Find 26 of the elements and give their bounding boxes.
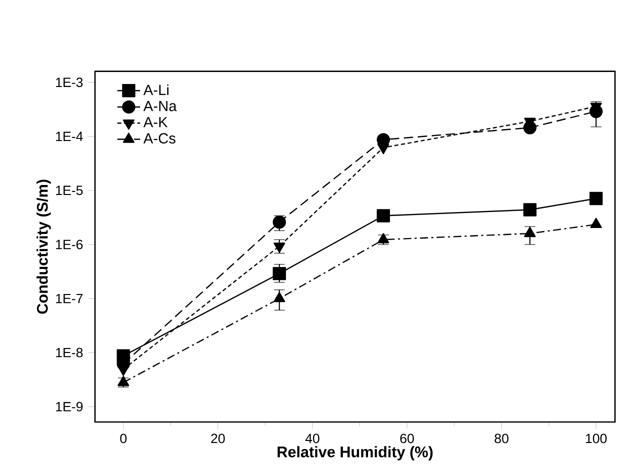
legend-label: A-Li (143, 84, 168, 95)
point (589, 192, 603, 206)
x-tick-label: 20 (211, 434, 225, 444)
point (376, 209, 390, 222)
y-tick-label: 1E-7 (56, 294, 83, 304)
point (272, 215, 286, 229)
y-tick-label: 1E-4 (56, 132, 83, 141)
y-tick-label: 1E-5 (56, 186, 83, 196)
point (523, 203, 537, 216)
point (378, 144, 390, 154)
point (272, 266, 286, 280)
x-tick-label: 40 (305, 434, 320, 444)
x-tick-label: 0 (120, 434, 127, 444)
x-tick-label: 80 (494, 434, 508, 444)
y-tick-label: 1E-8 (56, 348, 83, 358)
legend-label: A-Na (143, 100, 177, 112)
point (590, 218, 602, 228)
x-tick-label: 60 (400, 434, 414, 444)
legend-label: A-K (143, 117, 168, 128)
y-tick-label: 1E-3 (56, 78, 83, 88)
y-axis-title: Conductivity (S/m) (36, 180, 51, 314)
x-axis-title: Relative Humidity (%) (278, 446, 433, 460)
y-tick-label: 1E-6 (56, 240, 83, 250)
y-tick-label: 1E-9 (56, 402, 83, 412)
legend-label: A-Cs (143, 133, 176, 144)
x-tick-label: 100 (586, 434, 607, 444)
